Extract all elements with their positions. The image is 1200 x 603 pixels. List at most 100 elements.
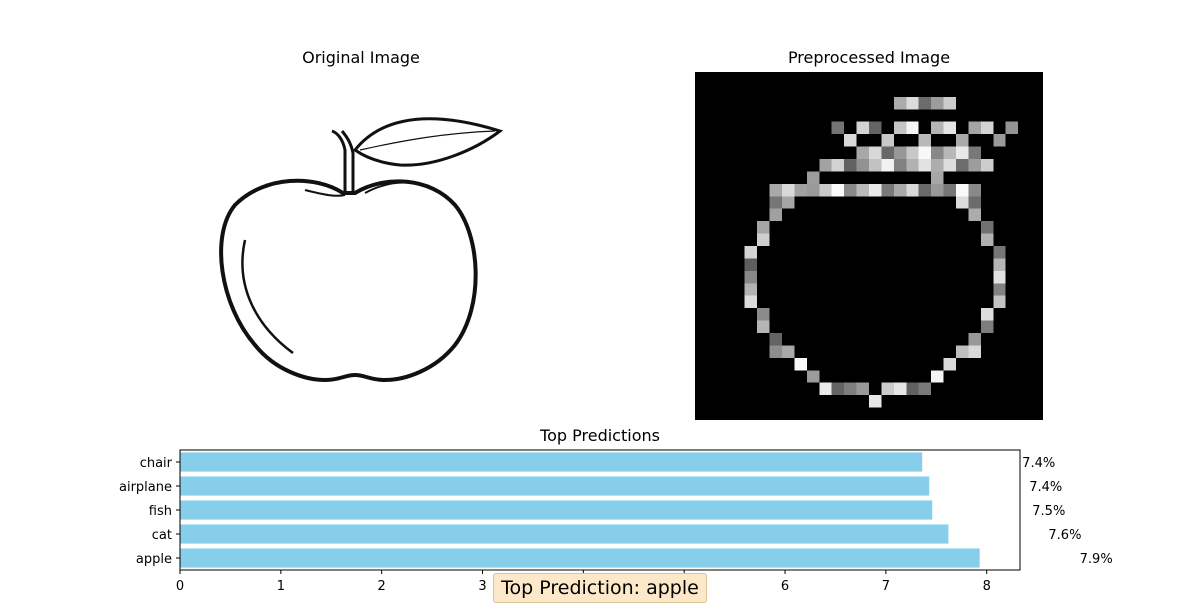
bar-cat [180,524,949,544]
apple-outline [219,178,478,383]
pixel [769,345,782,358]
pixel [893,96,907,110]
pixel [931,96,944,110]
pixel [956,146,969,159]
y-tick-label: chair [140,456,173,471]
pixel [906,159,919,172]
pixel [856,121,869,135]
pixel [968,345,981,358]
pixel [831,382,845,396]
x-tick-label: 7 [882,579,890,594]
pixel [918,183,932,197]
pixel [844,382,857,396]
pixel [943,159,956,172]
pixel [993,258,1006,271]
pixel [956,183,969,197]
y-tick-label: apple [136,552,172,567]
apple-highlight [241,239,294,355]
pixel [782,183,795,197]
x-tick-label: 3 [478,579,486,594]
pixel [856,159,869,172]
pixel [943,357,956,371]
pixel [831,183,845,197]
pixel [869,183,882,197]
pixel [769,333,782,346]
pixel [769,196,782,209]
pixel [931,121,944,135]
value-label: 7.4% [1029,480,1062,495]
pixel [993,246,1006,259]
pixel [993,283,1006,296]
pixel [980,221,994,234]
pixel [744,283,758,296]
pixel [769,208,782,222]
pixel [956,159,969,172]
pixel [893,146,907,159]
pixel [968,121,981,135]
pixel [943,146,956,159]
chart-title: Top Predictions [540,426,660,445]
pixel [806,183,820,197]
pixel [744,246,758,259]
pixel [968,183,981,197]
pixel [893,382,907,396]
pixel [918,96,932,110]
preprocessed-image-title: Preprocessed Image [787,48,951,67]
value-label: 7.9% [1080,552,1113,567]
pixel [744,270,758,284]
pixel [893,183,907,197]
pixel [819,183,832,197]
pixel [931,370,944,383]
pixel [918,146,932,159]
pixel [881,146,894,159]
pixel [881,159,894,172]
pixel [881,134,894,147]
pixel [918,382,932,396]
pixel [1005,121,1019,135]
pixel [893,159,907,172]
pixel [844,159,857,172]
pixel [980,308,994,321]
pixel [968,208,981,222]
y-tick-label: airplane [119,480,172,495]
apple-top-curve-right [364,181,413,194]
pixel [956,196,969,209]
pixel [980,121,994,135]
pixel [782,345,795,358]
pixel [794,357,807,371]
pixel [844,134,857,147]
pixel [869,146,882,159]
pixel [869,159,882,172]
pixel [856,183,869,197]
value-label: 7.6% [1048,528,1081,543]
x-tick-label: 2 [378,579,386,594]
pixel [956,134,969,147]
pixel [968,196,981,209]
bar-chair [180,452,923,472]
pixel [769,183,782,197]
pixel [906,121,919,135]
x-tick-label: 8 [983,579,991,594]
y-tick-label: fish [149,504,172,519]
pixel [993,270,1006,284]
value-label: 7.5% [1032,504,1065,519]
pixel [906,96,919,110]
bar-apple [180,548,980,568]
pixel [856,382,869,396]
pixel [782,196,795,209]
x-tick-label: 6 [781,579,789,594]
pixel [844,183,857,197]
pixel [931,159,944,172]
pixel [906,146,919,159]
pixel [906,382,919,396]
pixel [757,233,770,246]
pixel [968,159,981,172]
pixel [993,134,1006,147]
pixel [931,171,944,184]
pixel [906,183,919,197]
pixel [856,146,869,159]
pixel [806,370,820,383]
bar-fish [180,500,933,520]
pixel [993,295,1006,309]
apple-top-curve [304,189,346,197]
